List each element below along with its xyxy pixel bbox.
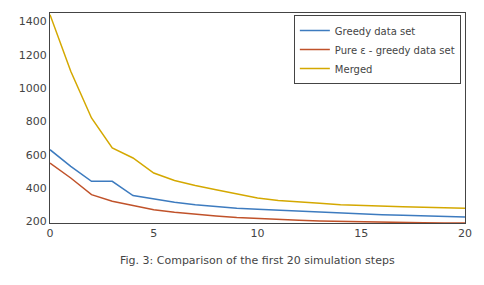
svg-text:20: 20: [458, 227, 472, 240]
svg-text:1000: 1000: [19, 82, 47, 95]
svg-text:1400: 1400: [19, 15, 47, 28]
svg-text:1200: 1200: [19, 49, 47, 62]
svg-text:800: 800: [26, 115, 47, 128]
svg-text:600: 600: [26, 149, 47, 162]
svg-text:Greedy data set: Greedy data set: [335, 26, 415, 37]
svg-text:5: 5: [150, 227, 157, 240]
svg-text:10: 10: [251, 227, 265, 240]
svg-text:Merged: Merged: [335, 64, 373, 75]
svg-text:0: 0: [47, 227, 54, 240]
svg-text:200: 200: [26, 215, 47, 228]
svg-text:Fig. 3: Comparison of the firs: Fig. 3: Comparison of the first 20 simul…: [120, 254, 395, 267]
svg-text:15: 15: [354, 227, 368, 240]
svg-text:Pure ε - greedy data set: Pure ε - greedy data set: [335, 45, 455, 56]
svg-text:400: 400: [26, 182, 47, 195]
